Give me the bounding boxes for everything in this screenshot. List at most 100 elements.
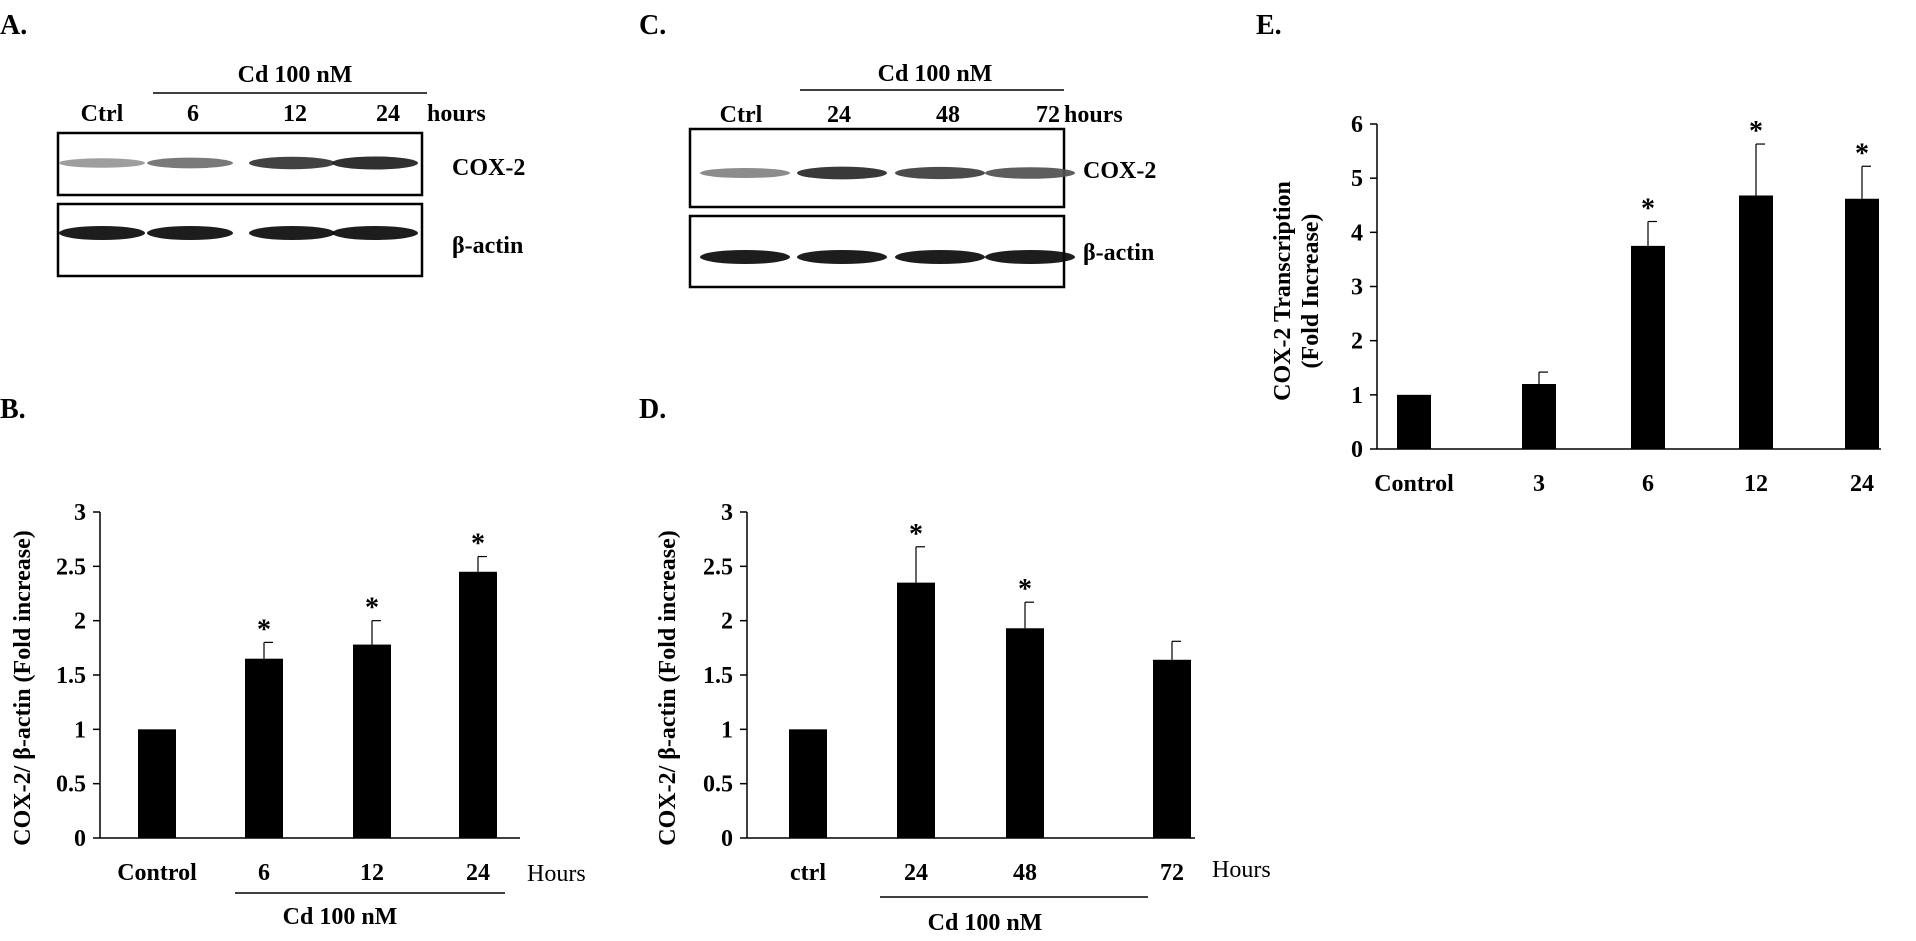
x-tick-label: 24 [466, 860, 490, 886]
bar [1631, 245, 1665, 449]
bar [1739, 195, 1773, 449]
y-tick-label: 1 [74, 717, 86, 743]
lane-label: 72 [1036, 102, 1060, 128]
panel-b-letter: B. [0, 394, 26, 425]
cox2-band [249, 156, 335, 170]
y-tick-label: 4 [1351, 220, 1363, 246]
x-tick-label: 24 [904, 860, 928, 886]
y-tick-label: 0.5 [56, 772, 86, 798]
y-tick-label: 2.5 [703, 554, 733, 580]
chart-d-plot: 0 0.5 1 1.5 2 2.5 3 ctrl * 24 * 48 72 [703, 500, 1195, 886]
panel-a: A. Cd 100 nM Ctrl 6 12 24 hours COX-2 β-… [0, 10, 525, 278]
actin-band [249, 226, 335, 240]
bar [1006, 628, 1044, 838]
cox2-band [985, 167, 1075, 179]
lane-label: Ctrl [720, 102, 763, 128]
y-axis-label-line-1: COX-2 Transcription [1270, 181, 1296, 401]
x-tick-label: 24 [1850, 471, 1874, 497]
actin-band [895, 250, 985, 264]
x-tick-label: 72 [1160, 860, 1184, 886]
y-tick-label: 0 [1351, 437, 1363, 463]
lane-label: 48 [936, 102, 960, 128]
bar [138, 729, 176, 838]
panel-d: D. COX-2/ β-actin (Fold increase) 0 0.5 1 1… [639, 394, 1271, 936]
actin-band [332, 226, 418, 240]
significance-marker: * [1641, 194, 1655, 225]
significance-marker: * [1855, 138, 1869, 169]
panel-e: E. COX-2 Transcription (Fold Increase) 0… [1256, 10, 1881, 497]
panel-c-bands [700, 166, 1075, 264]
blot-frame-cox2 [688, 127, 1066, 209]
actin-band [985, 250, 1075, 264]
y-tick-label: 2 [1351, 329, 1363, 355]
panel-c: C. Cd 100 nM Ctrl 24 48 72 hours COX-2 β… [639, 10, 1156, 289]
y-tick-label: 0 [721, 826, 733, 852]
x-unit-label: Hours [527, 861, 586, 887]
panel-a-letter: A. [0, 10, 27, 41]
actin-band [59, 226, 145, 240]
bar [1845, 198, 1879, 449]
significance-marker: * [1018, 574, 1032, 605]
panel-a-unit-label: hours [427, 101, 486, 127]
blot-label-cox2: COX-2 [1083, 158, 1156, 184]
panel-c-treatment-label: Cd 100 nM [878, 61, 993, 87]
y-tick-label: 0 [74, 826, 86, 852]
x-tick-label: Control [117, 860, 197, 886]
lane-label: 24 [376, 101, 400, 127]
bar [459, 571, 497, 838]
significance-marker: * [909, 519, 923, 550]
cox2-band [797, 166, 887, 180]
y-tick-label: 3 [74, 500, 86, 526]
cox2-band [59, 158, 145, 168]
cox2-band [332, 156, 418, 170]
significance-marker: * [471, 529, 485, 560]
lane-label: 12 [283, 101, 307, 127]
x-tick-label: 48 [1013, 860, 1037, 886]
y-tick-label: 5 [1351, 166, 1363, 192]
panel-c-unit-label: hours [1064, 102, 1123, 128]
cox2-band [147, 157, 233, 169]
panel-e-letter: E. [1256, 10, 1282, 41]
y-tick-label: 3 [1351, 275, 1363, 301]
panel-a-bands [59, 156, 418, 240]
cox2-band [700, 167, 790, 179]
bar [789, 729, 827, 838]
panel-a-treatment-label: Cd 100 nM [238, 62, 353, 88]
blot-frame-actin [56, 202, 424, 278]
actin-band [797, 250, 887, 264]
bar [1153, 659, 1191, 838]
y-tick-label: 2 [721, 609, 733, 635]
significance-marker: * [257, 614, 271, 645]
y-axis-label: COX-2/ β-actin (Fold increase) [10, 530, 36, 845]
y-axis-label-line-2: (Fold Increase) [1298, 214, 1324, 369]
x-tick-label: 12 [360, 860, 384, 886]
bar [353, 644, 391, 838]
y-tick-label: 3 [721, 500, 733, 526]
significance-marker: * [1749, 116, 1763, 147]
bar [897, 582, 935, 838]
y-tick-label: 2.5 [56, 554, 86, 580]
actin-band [147, 226, 233, 240]
x-tick-label: 12 [1744, 471, 1768, 497]
chart-b-plot: 0 0.5 1 1.5 2 2.5 3 Control * 6 * 12 * 24 [56, 500, 520, 886]
panel-b: B. COX-2/ β-actin (Fold increase) 0 0.5 1 1… [0, 394, 586, 930]
y-tick-label: 6 [1351, 112, 1363, 138]
treatment-label: Cd 100 nM [283, 904, 398, 930]
bar [1397, 394, 1431, 449]
y-axis-label: COX-2/ β-actin (Fold increase) [655, 530, 681, 845]
y-tick-label: 1.5 [703, 663, 733, 689]
significance-marker: * [365, 593, 379, 624]
x-tick-label: 3 [1533, 471, 1545, 497]
lane-label: Ctrl [81, 101, 124, 127]
cox2-band [895, 166, 985, 180]
x-tick-label: ctrl [790, 860, 826, 886]
blot-label-actin: β-actin [1083, 240, 1154, 266]
bar [245, 658, 283, 838]
y-tick-label: 1.5 [56, 663, 86, 689]
y-tick-label: 1 [721, 717, 733, 743]
treatment-label: Cd 100 nM [928, 910, 1043, 936]
y-tick-label: 2 [74, 609, 86, 635]
y-tick-label: 0.5 [703, 772, 733, 798]
